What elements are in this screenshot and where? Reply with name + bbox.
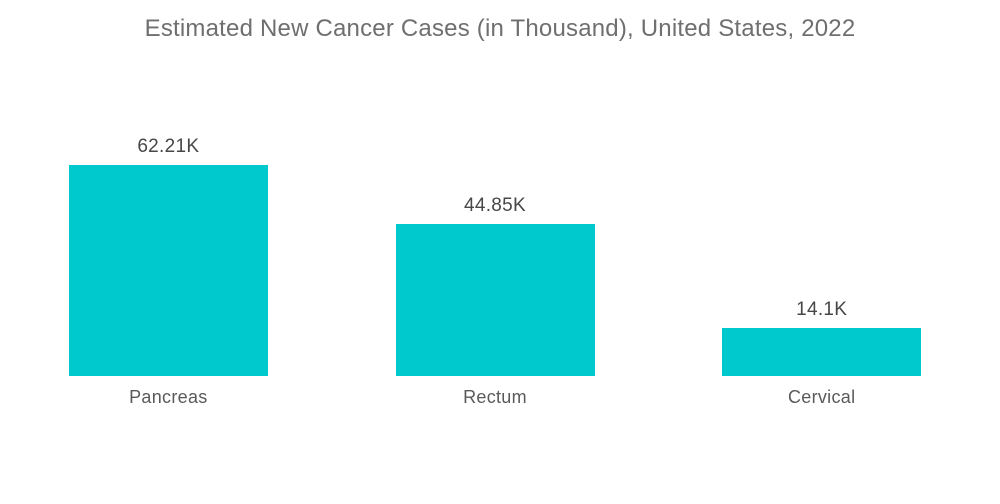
value-label-rectum: 44.85K bbox=[463, 195, 527, 216]
chart-title: Estimated New Cancer Cases (in Thousand)… bbox=[144, 15, 856, 42]
bar-cervical bbox=[722, 328, 922, 376]
bar-rectum bbox=[395, 224, 595, 376]
value-label-cervical: 14.1K bbox=[796, 299, 848, 320]
category-label-cervical: Cervical bbox=[787, 387, 856, 407]
bar-group-cervical: 14.1K bbox=[658, 299, 985, 376]
bar-group-rectum: 44.85K bbox=[332, 195, 659, 376]
category-label-pancreas: Pancreas bbox=[129, 387, 208, 407]
bar-group-pancreas: 62.21K bbox=[5, 136, 332, 376]
value-label-pancreas: 62.21K bbox=[137, 136, 200, 157]
category-axis: Pancreas Rectum Cervical bbox=[5, 376, 985, 408]
bar-pancreas bbox=[68, 165, 268, 376]
plot-area: 62.21K 44.85K 14.1K bbox=[5, 0, 985, 376]
category-label-rectum: Rectum bbox=[463, 387, 527, 407]
